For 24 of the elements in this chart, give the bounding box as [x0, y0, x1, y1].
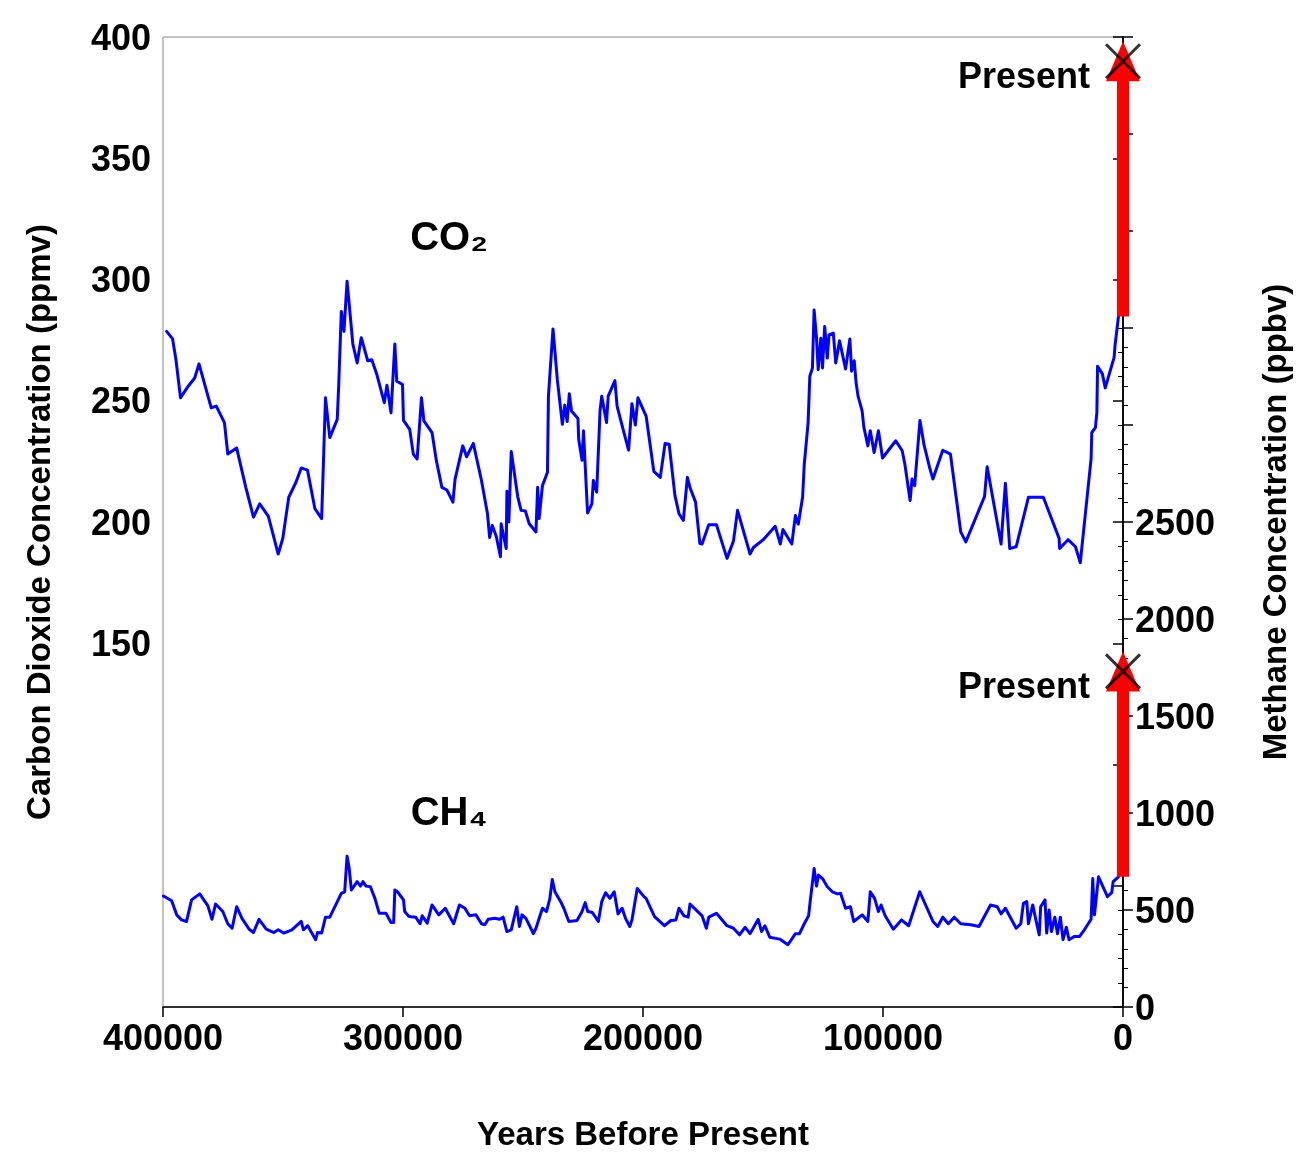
- y-tick-label: 350: [90, 137, 151, 179]
- x-tick-label: 400000: [102, 1016, 224, 1058]
- x-axis-title: Years Before Present: [476, 1115, 810, 1152]
- y2-tick-label: 500: [1135, 889, 1196, 931]
- y2-axis-title: Methane Concentration (ppbv): [1256, 283, 1293, 761]
- x-tick-label: 200000: [582, 1016, 704, 1058]
- y-tick-label: 300: [90, 259, 151, 300]
- series-label: CO₂: [410, 214, 488, 259]
- y2-tick-label: 1500: [1135, 695, 1216, 737]
- y2-tick-label: 2500: [1135, 501, 1216, 543]
- x-tick-label: 0: [1112, 1016, 1134, 1058]
- y2-tick-label: 2000: [1135, 598, 1216, 640]
- y-tick-label: 200: [90, 501, 151, 543]
- y-tick-label: 150: [90, 622, 151, 664]
- annotation: Present: [957, 54, 1090, 96]
- y2-tick-label: 0: [1135, 986, 1156, 1028]
- y2-tick-label: 1000: [1135, 792, 1216, 834]
- x-tick-label: 300000: [342, 1016, 464, 1058]
- y-tick-label: 250: [90, 380, 151, 422]
- y-tick-label: 400: [90, 16, 151, 58]
- x-tick-label: 100000: [822, 1016, 944, 1058]
- y-axis-title: Carbon Dioxide Concentration (ppmv): [20, 224, 57, 820]
- annotation: Present: [957, 664, 1090, 706]
- series-label: CH₄: [410, 789, 488, 834]
